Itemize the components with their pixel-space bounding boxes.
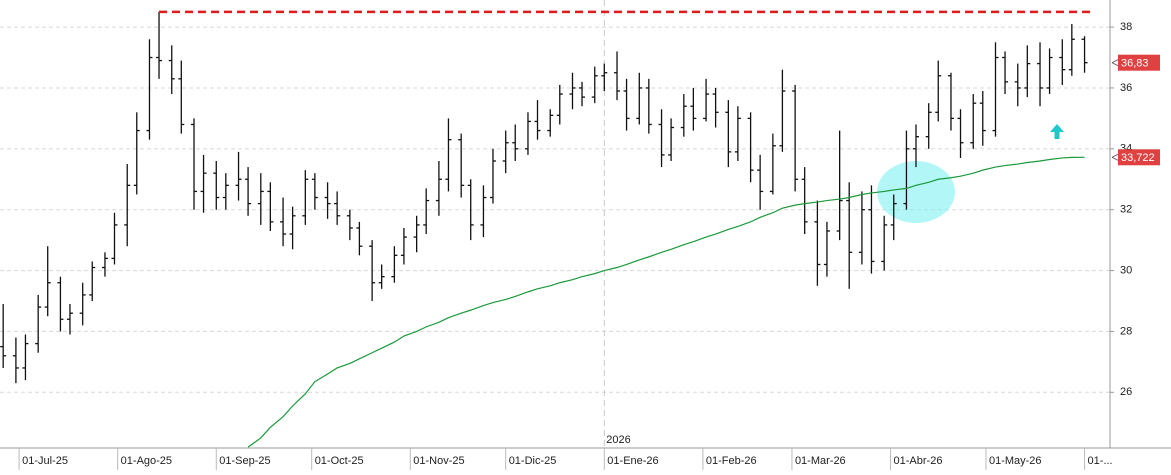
y-tick-label: 28 [1120,325,1132,337]
price-tag [1118,54,1160,71]
x-tick-label: 01-Jul-25 [22,455,68,467]
year-label: 2026 [606,434,630,446]
x-tick-label: 01-... [1088,455,1113,467]
y-tick-label: 32 [1120,204,1132,216]
price-tag-label: 33,722 [1121,152,1155,164]
x-tick-label: 01-Ene-26 [607,455,658,467]
x-tick-label: 01-Sep-25 [219,455,270,467]
x-tick-label: 01-Mar-26 [795,455,846,467]
y-tick-label: 26 [1120,386,1132,398]
moving-average [247,156,1085,448]
highlight-ellipse [877,161,955,223]
up-arrow [1050,124,1064,139]
x-tick-label: 01-Dic-25 [509,455,557,467]
x-tick-label: 01-Oct-25 [315,455,364,467]
price-tag [1118,149,1160,166]
y-tick-label: 36 [1120,82,1132,94]
y-tick-label: 38 [1120,21,1132,33]
x-tick-label: 01-Abr-26 [894,455,943,467]
y-tick-label: 30 [1120,264,1132,276]
x-tick-label: 01-Ago-25 [121,455,172,467]
price-pointer [1111,59,1119,67]
x-tick-label: 01-May-26 [989,455,1042,467]
price-pointer [1111,153,1119,161]
price-tag-label: 36,83 [1121,58,1149,70]
x-tick-label: 01-Feb-26 [706,455,757,467]
x-tick-label: 01-Nov-25 [413,455,464,467]
